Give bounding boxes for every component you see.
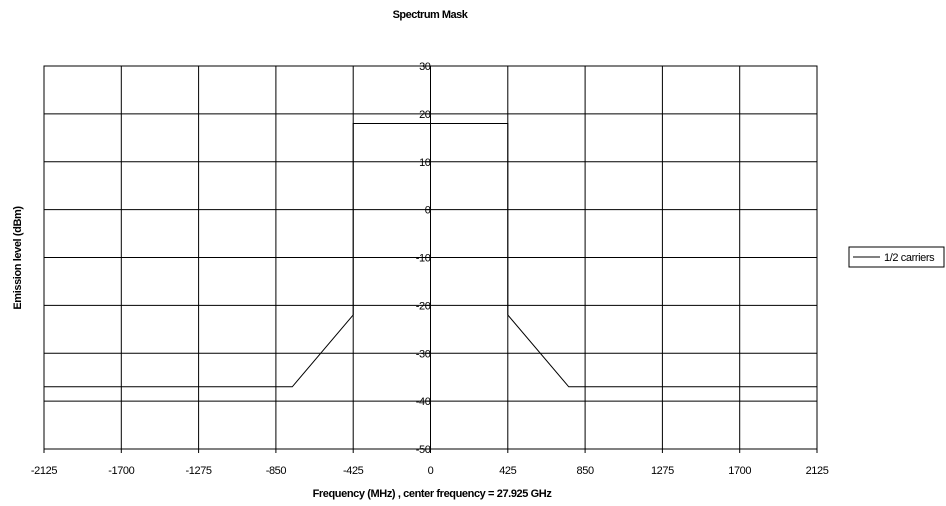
x-tick-label: -425 bbox=[343, 465, 364, 477]
x-tick-label: 425 bbox=[499, 465, 516, 477]
axes bbox=[43, 65, 818, 453]
y-tick-label: -20 bbox=[416, 300, 431, 312]
series-line-segment bbox=[352, 122, 509, 315]
y-tick-label: 30 bbox=[419, 61, 431, 73]
x-tick-label: -850 bbox=[266, 465, 287, 477]
x-tick-label: -1275 bbox=[186, 465, 212, 477]
x-axis-title: Frequency (MHz) , center frequency = 27.… bbox=[313, 488, 553, 500]
x-tick-label: 1275 bbox=[651, 465, 674, 477]
y-tick-label: -40 bbox=[416, 396, 431, 408]
x-tick-label: 2125 bbox=[806, 465, 829, 477]
y-tick-label: 0 bbox=[425, 205, 431, 217]
legend: 1/2 carriers bbox=[848, 246, 945, 268]
y-tick-label: -30 bbox=[416, 348, 431, 360]
chart-title: Spectrum Mask bbox=[393, 9, 469, 21]
y-tick-label: 20 bbox=[419, 109, 431, 121]
y-axis-title: Emission level (dBm) bbox=[12, 206, 24, 310]
y-tick-label: -50 bbox=[416, 444, 431, 456]
x-tick-label: 1700 bbox=[728, 465, 751, 477]
x-tick-labels: -2125 -1700 -1275 -850 -425 0 425 850 1275 1700 21… bbox=[31, 465, 829, 477]
series-line-segment bbox=[507, 314, 817, 388]
y-tick-labels: -50 -40 -30 -20 -10 0 10 20 30 bbox=[416, 61, 431, 456]
legend-label: 1/2 carriers bbox=[884, 252, 935, 264]
x-tick-label: -1700 bbox=[108, 465, 134, 477]
y-tick-label: -10 bbox=[416, 253, 431, 265]
x-tick-label: 850 bbox=[577, 465, 594, 477]
series-line-segment bbox=[44, 314, 354, 388]
y-tick-label: 10 bbox=[419, 157, 431, 169]
series-group bbox=[44, 122, 817, 388]
x-tick-label: -2125 bbox=[31, 465, 57, 477]
legend-box bbox=[848, 246, 945, 268]
x-tick-label: 0 bbox=[428, 465, 434, 477]
